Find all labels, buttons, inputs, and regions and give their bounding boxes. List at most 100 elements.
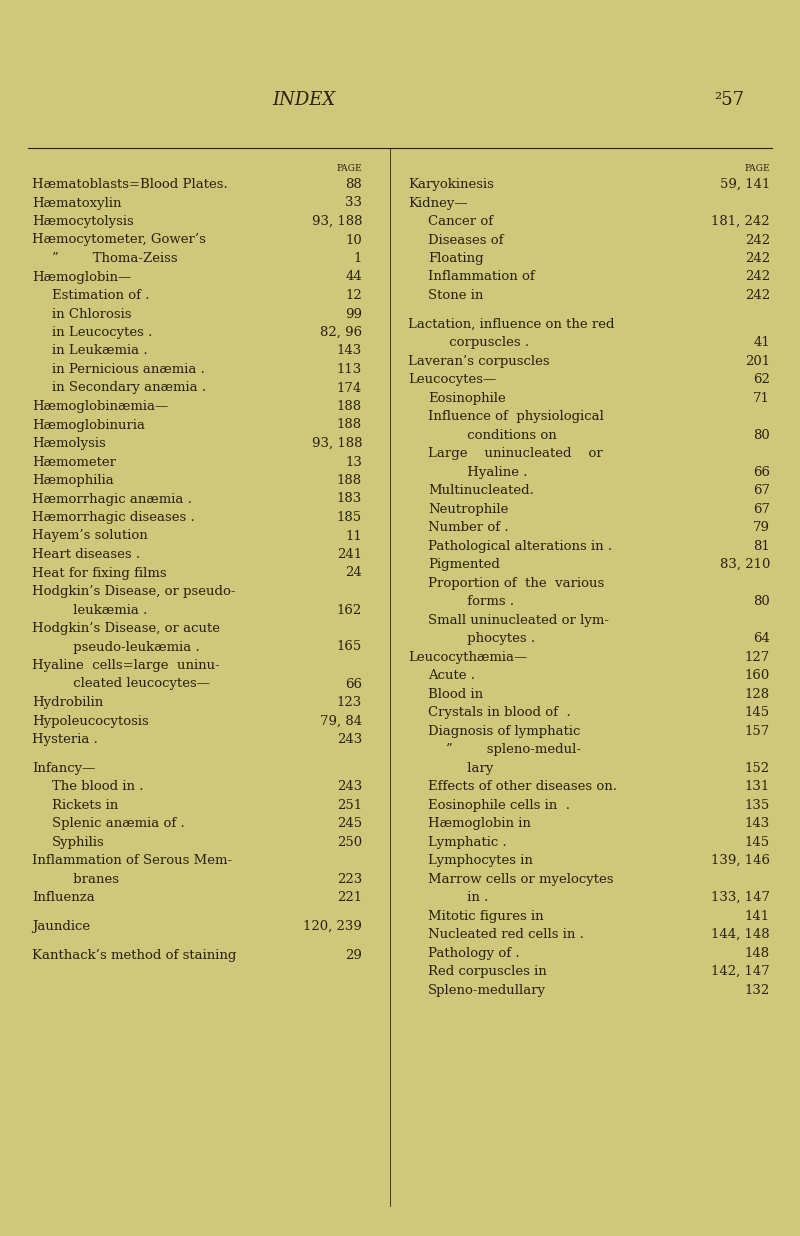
Text: corpuscles .: corpuscles . [428,336,529,350]
Text: INDEX: INDEX [272,91,336,109]
Text: Diseases of: Diseases of [428,234,503,246]
Text: Eosinophile: Eosinophile [428,392,506,404]
Text: Inflammation of: Inflammation of [428,271,534,283]
Text: Diagnosis of lymphatic: Diagnosis of lymphatic [428,724,580,738]
Text: Hæmometer: Hæmometer [32,456,116,468]
Text: Hyaline  cells=large  uninu-: Hyaline cells=large uninu- [32,659,220,672]
Text: 223: 223 [337,873,362,886]
Text: 66: 66 [753,466,770,478]
Text: 188: 188 [337,473,362,487]
Text: 80: 80 [754,596,770,608]
Text: 188: 188 [337,400,362,413]
Text: 83, 210: 83, 210 [720,559,770,571]
Text: 41: 41 [754,336,770,350]
Text: Hæmocytolysis: Hæmocytolysis [32,215,134,227]
Text: 243: 243 [337,780,362,794]
Text: 10: 10 [346,234,362,246]
Text: Proportion of  the  various: Proportion of the various [428,577,604,590]
Text: Kidney—: Kidney— [408,197,468,209]
Text: 99: 99 [345,308,362,320]
Text: 11: 11 [346,529,362,543]
Text: ²57: ²57 [714,91,744,109]
Text: 64: 64 [753,632,770,645]
Text: Cancer of: Cancer of [428,215,493,227]
Text: 145: 145 [745,836,770,849]
Text: 143: 143 [337,345,362,357]
Text: in Leucocytes .: in Leucocytes . [52,326,152,339]
Text: Red corpuscles in: Red corpuscles in [428,965,546,978]
Text: 221: 221 [337,891,362,905]
Text: Blood in: Blood in [428,687,483,701]
Text: 145: 145 [745,706,770,719]
Text: in Secondary anæmia .: in Secondary anæmia . [52,382,206,394]
Text: Heart diseases .: Heart diseases . [32,548,140,561]
Text: Laveran’s corpuscles: Laveran’s corpuscles [408,355,550,367]
Text: Hæmoglobinæmia—: Hæmoglobinæmia— [32,400,168,413]
Text: Leucocytes—: Leucocytes— [408,373,496,386]
Text: 12: 12 [346,289,362,302]
Text: ”        spleno-medul-: ” spleno-medul- [446,743,581,756]
Text: Lactation, influence on the red: Lactation, influence on the red [408,318,614,331]
Text: 242: 242 [745,271,770,283]
Text: 250: 250 [337,836,362,849]
Text: in Leukæmia .: in Leukæmia . [52,345,148,357]
Text: 152: 152 [745,761,770,775]
Text: Pigmented: Pigmented [428,559,500,571]
Text: 160: 160 [745,669,770,682]
Text: Hæmocytometer, Gower’s: Hæmocytometer, Gower’s [32,234,206,246]
Text: 113: 113 [337,363,362,376]
Text: 165: 165 [337,640,362,654]
Text: Eosinophile cells in  .: Eosinophile cells in . [428,798,570,812]
Text: 162: 162 [337,603,362,617]
Text: Small uninucleated or lym-: Small uninucleated or lym- [428,614,609,627]
Text: Hæmophilia: Hæmophilia [32,473,114,487]
Text: 93, 188: 93, 188 [311,438,362,450]
Text: 33: 33 [345,197,362,209]
Text: 80: 80 [754,429,770,441]
Text: Lymphatic .: Lymphatic . [428,836,506,849]
Text: Multinucleated.: Multinucleated. [428,485,534,497]
Text: 183: 183 [337,492,362,506]
Text: 242: 242 [745,234,770,246]
Text: 88: 88 [346,178,362,192]
Text: Estimation of .: Estimation of . [52,289,150,302]
Text: Hodgkin’s Disease, or pseudo-: Hodgkin’s Disease, or pseudo- [32,585,235,598]
Text: Marrow cells or myelocytes: Marrow cells or myelocytes [428,873,614,886]
Text: 143: 143 [745,817,770,831]
Text: Influenza: Influenza [32,891,94,905]
Text: Karyokinesis: Karyokinesis [408,178,494,192]
Text: 93, 188: 93, 188 [311,215,362,227]
Text: Heat for fixing films: Heat for fixing films [32,566,166,580]
Text: 82, 96: 82, 96 [320,326,362,339]
Text: 133, 147: 133, 147 [711,891,770,905]
Text: Hypoleucocytosis: Hypoleucocytosis [32,714,149,728]
Text: Mitotic figures in: Mitotic figures in [428,910,544,923]
Text: Floating: Floating [428,252,484,265]
Text: 174: 174 [337,382,362,394]
Text: Hodgkin’s Disease, or acute: Hodgkin’s Disease, or acute [32,622,220,635]
Text: 243: 243 [337,733,362,747]
Text: 245: 245 [337,817,362,831]
Text: 13: 13 [345,456,362,468]
Text: Hæmoglobinuria: Hæmoglobinuria [32,419,145,431]
Text: 157: 157 [745,724,770,738]
Text: Pathology of .: Pathology of . [428,947,520,959]
Text: leukæmia .: leukæmia . [52,603,147,617]
Text: 251: 251 [337,798,362,812]
Text: pseudo-leukæmia .: pseudo-leukæmia . [52,640,200,654]
Text: Splenic anæmia of .: Splenic anæmia of . [52,817,185,831]
Text: Influence of  physiological: Influence of physiological [428,410,604,423]
Text: 242: 242 [745,289,770,302]
Text: Hysteria .: Hysteria . [32,733,98,747]
Text: Nucleated red cells in .: Nucleated red cells in . [428,928,584,941]
Text: 242: 242 [745,252,770,265]
Text: Hæmorrhagic diseases .: Hæmorrhagic diseases . [32,510,194,524]
Text: 188: 188 [337,419,362,431]
Text: 132: 132 [745,984,770,996]
Text: Effects of other diseases on.: Effects of other diseases on. [428,780,617,794]
Text: phocytes .: phocytes . [446,632,535,645]
Text: 67: 67 [753,503,770,515]
Text: PAGE: PAGE [336,164,362,173]
Text: 79: 79 [753,522,770,534]
Text: 59, 141: 59, 141 [720,178,770,192]
